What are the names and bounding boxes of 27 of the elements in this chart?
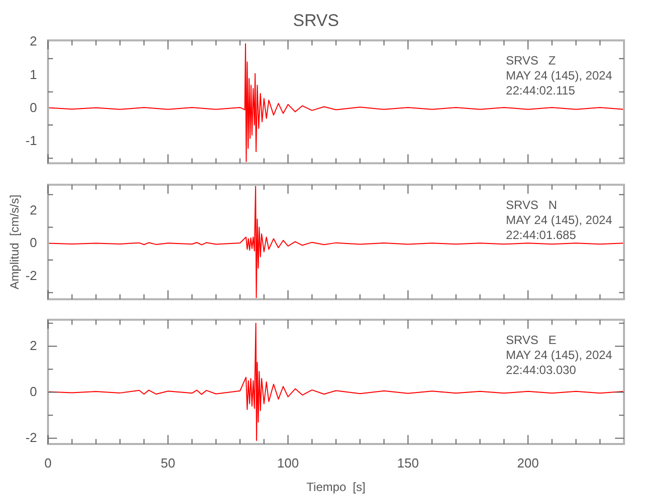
y-tick-label: 1 (30, 66, 37, 82)
y-tick-label: 2 (30, 34, 37, 49)
annotation: 22:44:03.030 (506, 362, 576, 377)
y-tick-label: 0 (30, 235, 37, 250)
x-axis-title: Tiempo [s] (306, 480, 366, 494)
x-tick-label: 100 (277, 455, 299, 470)
annotation: 22:44:02.115 (506, 83, 576, 98)
annotation: MAY 24 (145), 2024 (506, 348, 613, 362)
y-tick-label: 2 (30, 338, 37, 353)
annotation: SRVS N (506, 198, 558, 212)
y-tick-label: -2 (25, 268, 37, 283)
chart-title: SRVS (293, 10, 339, 30)
annotation: MAY 24 (145), 2024 (506, 68, 613, 82)
annotation: SRVS E (506, 332, 556, 347)
annotation: MAY 24 (145), 2024 (506, 212, 613, 227)
y-tick-label: 2 (30, 202, 37, 218)
y-tick-label: -2 (25, 430, 37, 445)
y-tick-label: -1 (25, 133, 37, 148)
y-tick-label: 0 (30, 100, 37, 116)
x-tick-label: 200 (517, 455, 539, 470)
annotation: 22:44:01.685 (506, 228, 576, 242)
y-tick-label: 0 (30, 384, 37, 399)
x-tick-label: 0 (44, 455, 52, 470)
x-tick-label: 150 (397, 455, 419, 470)
x-tick-label: 50 (160, 455, 176, 470)
annotation: SRVS Z (506, 53, 556, 68)
y-axis-title: Amplitud [cm/s/s] (8, 194, 22, 290)
